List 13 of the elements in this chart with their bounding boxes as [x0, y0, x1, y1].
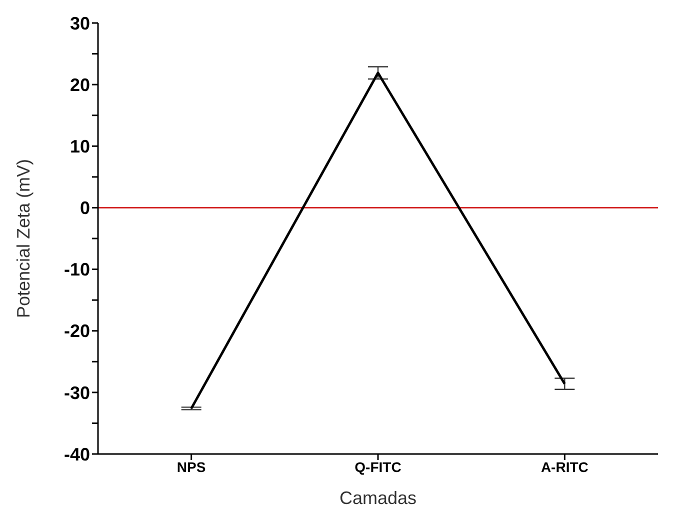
- y-tick-label: 10: [70, 136, 90, 157]
- y-tick-label: 20: [70, 74, 90, 95]
- x-axis-title: Camadas: [339, 488, 417, 508]
- x-tick-label: Q-FITC: [354, 458, 402, 475]
- x-tick-label: NPS: [176, 458, 206, 475]
- y-tick-label: 0: [80, 198, 90, 218]
- y-tick-label: 30: [70, 13, 90, 34]
- x-tick-label: A-RITC: [540, 458, 588, 475]
- y-tick-label: -20: [64, 321, 90, 342]
- y-tick-label: -10: [64, 260, 90, 280]
- y-tick-label: -30: [64, 382, 90, 403]
- y-axis-title: Potencial Zeta (mV): [13, 158, 34, 318]
- y-tick-label: -40: [64, 444, 90, 464]
